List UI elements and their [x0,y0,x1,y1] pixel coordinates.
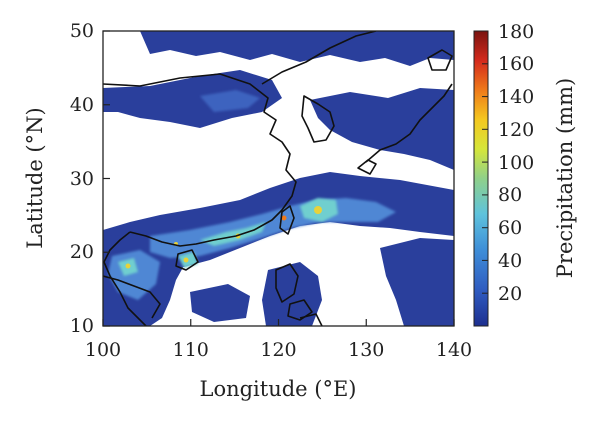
coastline-philippines-luzon [275,263,299,303]
precip-mid-north [200,90,260,112]
x-tick-label: 130 [348,339,384,361]
precip-peak-taiwan [314,206,322,214]
coastline-japan-hokkaido [427,49,453,71]
precip-band-north [140,31,454,66]
x-tick-label: 100 [85,339,121,361]
y-tick-label: 30 [70,168,94,190]
colorbar-tick-label: 20 [498,283,522,305]
map-plot-area [102,30,455,327]
precip-peak-indochina [125,263,131,269]
colorbar-tick-label: 80 [498,184,522,206]
coastline-korea [301,95,335,143]
coastline-taiwan [279,205,295,235]
precip-peak-coast-2 [281,215,287,221]
coastline-manchuria [261,31,377,85]
colorbar-tick-label: 120 [498,119,534,141]
y-tick-label: 20 [70,241,94,263]
precip-band-philippines [262,262,322,326]
x-tick-label: 110 [173,339,209,361]
y-tick-label: 50 [70,20,94,42]
colorbar: 20 40 60 80 100 120 140 160 180 Precipit… [473,21,577,327]
border-indochina-inner [103,275,161,319]
coastline-japan-honshu [365,83,453,163]
x-axis-title: Longitude (°E) [200,377,357,401]
x-axis [102,319,455,326]
y-axis [103,30,110,327]
colorbar-tick-label: 140 [498,86,534,108]
precip-band-northeast [310,88,454,170]
colorbar-tick-label: 180 [498,21,534,43]
colorbar-tick-label: 160 [498,53,534,75]
colorbar-tick-label: 100 [498,152,534,174]
coastline-hainan [175,249,199,271]
precip-cells-scs [190,284,250,322]
x-tick-label: 120 [260,339,296,361]
y-tick-label: 10 [70,315,94,337]
precip-band-northwest [103,70,282,128]
colorbar-gradient [473,30,489,327]
coastline-philippines-mindanao [299,313,323,326]
precip-band-pacific-south [380,238,454,326]
x-tick-label: 140 [436,339,472,361]
coastline-indochina [103,231,147,326]
colorbar-tick-label: 60 [498,217,522,239]
y-tick-label: 40 [70,94,94,116]
y-axis-title: Latitude (°N) [23,107,47,248]
precipitation-field [103,31,454,326]
coastline-japan-kyushu [357,159,377,175]
precip-peak-hainan [183,257,189,263]
coastlines [103,31,453,326]
coastline-china-east [103,73,297,247]
colorbar-title: Precipitation (mm) [553,78,577,278]
colorbar-tick-label: 40 [498,250,522,272]
